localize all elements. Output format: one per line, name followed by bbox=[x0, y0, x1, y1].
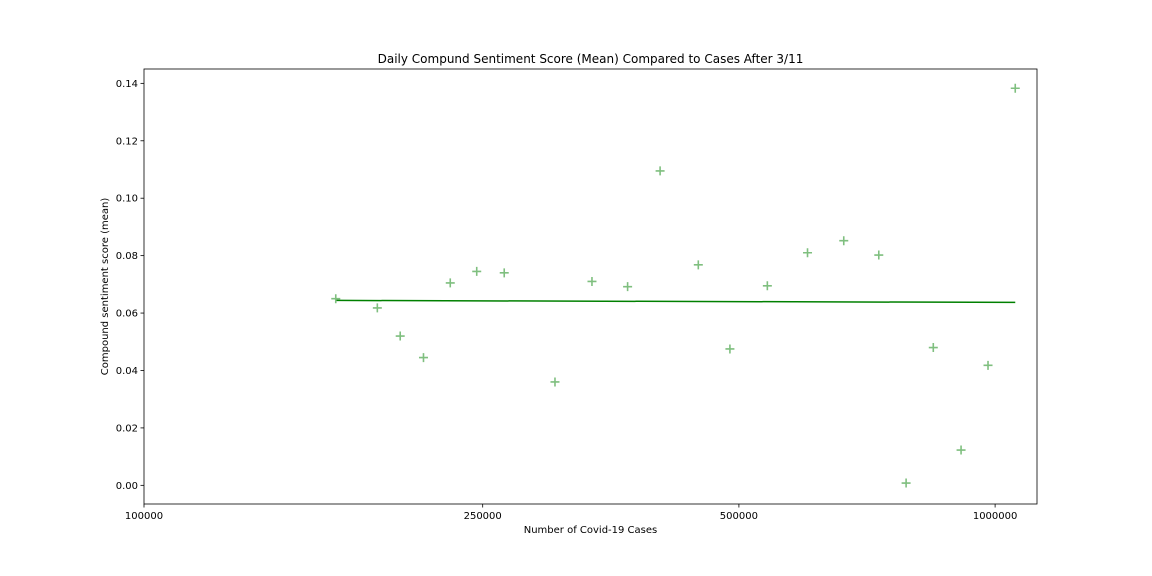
data-point bbox=[956, 445, 966, 455]
x-tick-label: 500000 bbox=[720, 511, 758, 522]
y-tick-label: 0.14 bbox=[116, 79, 138, 90]
data-point bbox=[655, 166, 665, 176]
trend-line-group bbox=[335, 299, 1016, 304]
data-point bbox=[550, 377, 560, 387]
data-point bbox=[472, 266, 482, 276]
y-tick-label: 0.08 bbox=[116, 251, 138, 262]
data-point bbox=[901, 478, 911, 488]
data-point bbox=[587, 276, 597, 286]
x-tick-label: 100000 bbox=[125, 511, 163, 522]
data-point bbox=[1010, 83, 1020, 93]
x-tick-label: 250000 bbox=[464, 511, 502, 522]
data-point bbox=[445, 278, 455, 288]
data-point bbox=[725, 344, 735, 354]
y-tick-label: 0.10 bbox=[116, 194, 138, 205]
y-axis-label: Compound sentiment score (mean) bbox=[100, 198, 111, 376]
data-point bbox=[499, 268, 509, 278]
data-point bbox=[693, 260, 703, 270]
data-point bbox=[839, 236, 849, 246]
trend-line bbox=[335, 299, 1016, 304]
data-point bbox=[803, 248, 813, 258]
y-tick-label: 0.02 bbox=[116, 423, 138, 434]
data-point bbox=[395, 331, 405, 341]
y-axis: 0.00 0.02 0.04 0.06 0.08 0.10 0.12 0.14 bbox=[116, 79, 144, 492]
data-point bbox=[928, 343, 938, 353]
data-point bbox=[874, 250, 884, 260]
data-point bbox=[331, 294, 341, 304]
x-axis: 100000 250000 500000 1000000 bbox=[125, 504, 1017, 522]
chart-title: Daily Compund Sentiment Score (Mean) Com… bbox=[378, 52, 804, 66]
x-axis-label: Number of Covid-19 Cases bbox=[524, 525, 658, 536]
data-point bbox=[418, 353, 428, 363]
data-points bbox=[331, 83, 1020, 488]
data-point bbox=[623, 282, 633, 292]
y-tick-label: 0.00 bbox=[116, 481, 138, 492]
data-point bbox=[762, 281, 772, 291]
y-tick-label: 0.04 bbox=[116, 366, 138, 377]
data-point bbox=[372, 303, 382, 313]
y-tick-label: 0.06 bbox=[116, 309, 138, 320]
y-tick-label: 0.12 bbox=[116, 136, 138, 147]
x-tick-label: 1000000 bbox=[973, 511, 1018, 522]
plot-area bbox=[143, 68, 1038, 505]
data-point bbox=[983, 360, 993, 370]
